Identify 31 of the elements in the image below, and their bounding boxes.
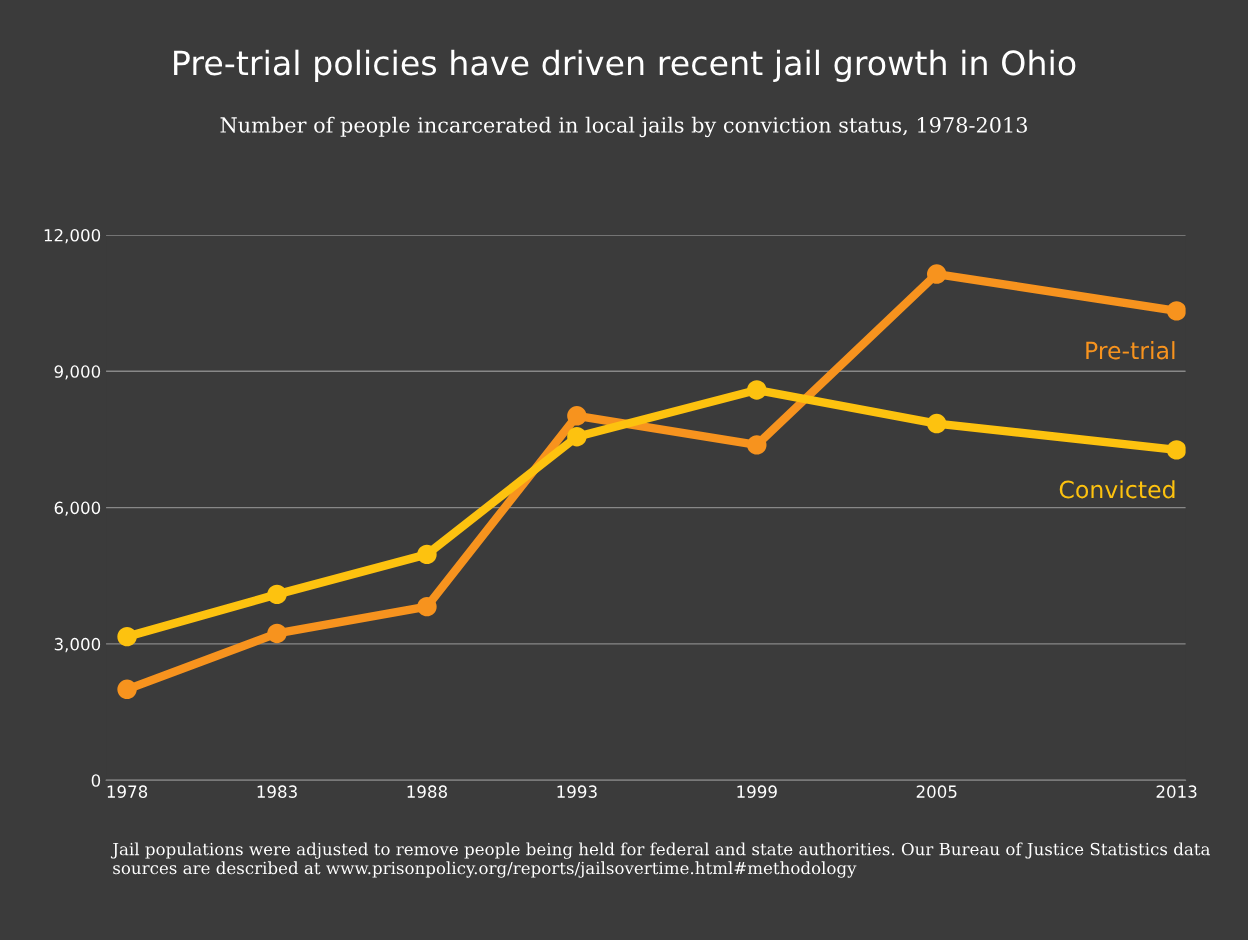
- x-tick-label: 2005: [916, 785, 957, 798]
- y-tick-label: 0: [91, 774, 101, 787]
- point: [747, 435, 767, 455]
- x-tick-label: 1983: [257, 785, 297, 798]
- point: [926, 413, 947, 434]
- y-tick-label: 3,000: [54, 637, 101, 653]
- point: [747, 380, 767, 400]
- point: [417, 544, 437, 565]
- point: [567, 427, 587, 447]
- x-tick-label: 1993: [557, 785, 597, 798]
- series-label: Convicted: [1059, 480, 1175, 499]
- point: [1166, 440, 1186, 460]
- series-label: Pre-trial: [1086, 341, 1175, 360]
- text: Jail populations were adjusted to remove people being held for federal and state authorities. Our Bureau of Justice Statistics data sources are described at www.prisonpolicy.org/reports/jailsovertime.html#methodology: [110, 842, 1210, 878]
- point: [1166, 301, 1186, 321]
- y-tick-label: 6,000: [54, 501, 101, 516]
- point: [567, 406, 587, 426]
- chart-title: Pre-trial policies have driven recent jail growth in Ohio: [174, 49, 1076, 82]
- point: [117, 679, 137, 700]
- point: [926, 264, 947, 284]
- x-tick-label: 1988: [407, 785, 447, 798]
- point: [117, 626, 137, 647]
- point: [267, 623, 287, 644]
- y-tick-label: 12,000: [44, 228, 101, 244]
- x-tick-label: 1978: [107, 785, 148, 798]
- x-tick-label: 1999: [737, 785, 777, 798]
- x-tick-label: 2013: [1156, 785, 1197, 798]
- point: [267, 584, 287, 605]
- chart-subtitle: Number of people incarcerated in local jails by conviction status, 1978-2013: [220, 116, 1027, 138]
- y-tick-label: 9,000: [54, 365, 101, 380]
- point: [417, 596, 437, 617]
